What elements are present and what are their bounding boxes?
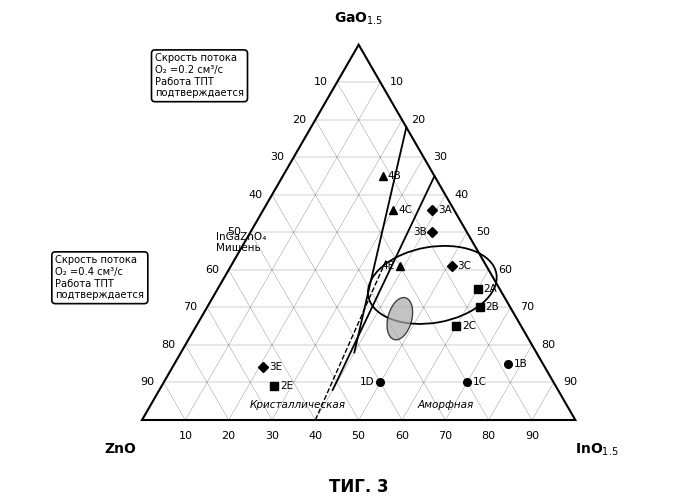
Text: 80: 80 <box>161 340 176 350</box>
Text: 3B: 3B <box>413 228 427 237</box>
Text: 90: 90 <box>563 378 577 388</box>
Text: 10: 10 <box>390 78 404 88</box>
Text: 60: 60 <box>498 265 513 275</box>
Text: 3A: 3A <box>438 205 452 215</box>
Text: 80: 80 <box>482 431 496 441</box>
Text: ZnO: ZnO <box>104 442 136 456</box>
Text: 3C: 3C <box>458 261 471 271</box>
Text: 3E: 3E <box>269 362 282 372</box>
Text: ΤИГ. 3: ΤИГ. 3 <box>329 478 388 496</box>
Text: 30: 30 <box>433 152 447 162</box>
Text: 70: 70 <box>183 302 197 312</box>
Text: InGaZnO₄
Мишень: InGaZnO₄ Мишень <box>216 232 266 253</box>
Text: 20: 20 <box>222 431 236 441</box>
Text: 20: 20 <box>412 115 426 125</box>
Text: 4E: 4E <box>381 261 394 271</box>
Text: 60: 60 <box>205 265 219 275</box>
Text: Аморфная: Аморфная <box>417 400 473 410</box>
Text: 40: 40 <box>455 190 469 200</box>
Text: 70: 70 <box>438 431 453 441</box>
Text: 2B: 2B <box>486 302 499 312</box>
Text: 2A: 2A <box>484 284 497 294</box>
Text: 20: 20 <box>292 115 306 125</box>
Text: 80: 80 <box>541 340 556 350</box>
Text: 1C: 1C <box>473 378 486 388</box>
Text: 4B: 4B <box>387 171 401 181</box>
Text: 60: 60 <box>395 431 409 441</box>
Text: Кристаллическая: Кристаллическая <box>250 400 346 410</box>
Text: 2C: 2C <box>462 321 476 331</box>
Text: 2E: 2E <box>280 381 293 391</box>
Text: 30: 30 <box>270 152 284 162</box>
Text: 90: 90 <box>140 378 154 388</box>
Text: 50: 50 <box>352 431 365 441</box>
Text: 10: 10 <box>179 431 192 441</box>
Text: 4C: 4C <box>398 205 412 215</box>
Text: 70: 70 <box>520 302 534 312</box>
Text: 90: 90 <box>525 431 539 441</box>
Text: InO$_{1.5}$: InO$_{1.5}$ <box>575 442 619 458</box>
Text: 1D: 1D <box>360 378 374 388</box>
Text: 40: 40 <box>308 431 322 441</box>
Text: 50: 50 <box>477 228 491 237</box>
Text: 40: 40 <box>248 190 262 200</box>
Text: Скрость потока
O₂ =0.4 см³/c
Работа ТПТ
подтверждается: Скрость потока O₂ =0.4 см³/c Работа ТПТ … <box>56 256 144 300</box>
Text: GaO$_{1.5}$: GaO$_{1.5}$ <box>334 11 383 28</box>
Text: 1B: 1B <box>514 358 528 368</box>
Text: 50: 50 <box>227 228 241 237</box>
Text: 30: 30 <box>265 431 279 441</box>
Text: Скрость потока
O₂ =0.2 см³/c
Работа ТПТ
подтверждается: Скрость потока O₂ =0.2 см³/c Работа ТПТ … <box>155 54 244 98</box>
Text: 10: 10 <box>313 78 328 88</box>
Ellipse shape <box>387 298 413 340</box>
